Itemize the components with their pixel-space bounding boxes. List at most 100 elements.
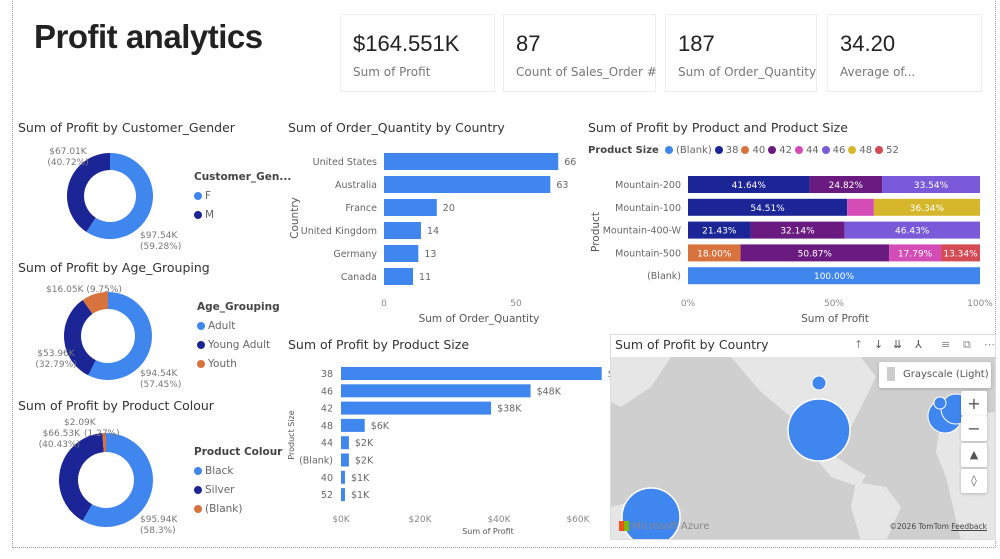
stack-segment-44[interactable] (847, 198, 874, 216)
kpi-card-profit[interactable]: $164.551K Sum of Profit (340, 14, 495, 92)
kpi-label: Sum of Order_Quantity (678, 65, 817, 79)
kpi-card-quantity[interactable]: 187 Sum of Order_Quantity (665, 14, 817, 92)
more-options-icon[interactable]: ⋯ (984, 338, 995, 351)
stack-segment-42[interactable] (750, 221, 845, 239)
stack-segment-38[interactable] (688, 221, 751, 239)
stack-segment-42[interactable] (740, 244, 890, 262)
legend-item-m[interactable]: M (194, 206, 291, 225)
legend-label: 40 (752, 145, 766, 156)
donut-slice-silver[interactable] (59, 433, 104, 521)
zoom-out-button[interactable]: − (961, 416, 987, 441)
data-label: $2K (355, 438, 374, 449)
bar-48[interactable] (341, 418, 365, 432)
stack-segment-38[interactable] (688, 198, 848, 216)
data-label: $1K (351, 490, 370, 501)
bar-france[interactable] (384, 199, 437, 216)
kpi-card-orders[interactable]: 87 Count of Sales_Order # (503, 14, 657, 92)
filter-icon[interactable]: ≡ (941, 338, 951, 351)
bar-unitedkingdom[interactable] (384, 222, 421, 239)
legend-item-black[interactable]: Black (194, 462, 282, 481)
donut-slice-adult[interactable] (88, 292, 153, 380)
donut-slice-m[interactable] (67, 153, 110, 232)
bar-unitedstates[interactable] (384, 153, 559, 170)
legend-label: 38 (725, 145, 739, 156)
kpi-card-average[interactable]: 34.20 Average of... (827, 14, 982, 92)
bar-46[interactable] (341, 384, 531, 398)
stack-segment-46[interactable] (882, 176, 980, 193)
segment-label: 54.51% (750, 204, 785, 214)
bar-germany[interactable] (384, 245, 419, 262)
segment-label: 46.43% (895, 227, 930, 237)
bubble-united-kingdom[interactable] (933, 396, 947, 410)
bar-44[interactable] (341, 436, 349, 450)
legend-item-size-38[interactable]: 38 (712, 145, 739, 156)
legend-label: Young Adult (208, 339, 271, 351)
legend-item-adult[interactable]: Adult (197, 317, 280, 336)
x-tick-label: 0 (381, 299, 387, 309)
segment-label: 100.00% (814, 272, 854, 282)
bubble-united-states[interactable] (787, 398, 851, 462)
category-label: Mountain-100 (615, 203, 681, 214)
sort-up-icon[interactable]: ↑ (854, 338, 864, 351)
bar-42[interactable] (341, 401, 492, 415)
legend-item-young-adult[interactable]: Young Adult (197, 336, 280, 355)
legend-label: 52 (886, 145, 899, 156)
legend-item-size-44[interactable]: 44 (792, 145, 819, 156)
legend-label: F (205, 190, 212, 202)
compass-icon[interactable]: ◊ (961, 469, 987, 493)
bar-52[interactable] (341, 488, 345, 502)
legend-dot (194, 486, 202, 494)
bar-40[interactable] (341, 470, 345, 484)
legend-item-youth[interactable]: Youth (197, 355, 280, 374)
kpi-value: 34.20 (840, 31, 896, 56)
donut-slice-youth[interactable] (82, 292, 108, 314)
stack-segment-40[interactable] (688, 244, 741, 262)
sort-down-icon[interactable]: ↓ (874, 338, 884, 351)
focus-mode-icon[interactable]: ⧉ (963, 338, 971, 351)
feedback-link[interactable]: Feedback (951, 522, 987, 531)
legend-dot (848, 146, 857, 154)
bar-38[interactable] (341, 367, 602, 380)
data-label: $1K (351, 473, 370, 484)
bar-blank[interactable] (341, 453, 349, 467)
donut-slice-youngadult[interactable] (64, 300, 96, 376)
legend-item-size-52[interactable]: 52 (872, 145, 899, 156)
expand-all-icon[interactable]: ⇊ (893, 338, 903, 351)
age-legend: Age_Grouping Adult Young Adult Youth (197, 298, 280, 374)
tilt-icon[interactable]: ▲ (961, 443, 987, 467)
donut-slice-black[interactable] (82, 433, 153, 527)
legend-label: (Blank) (205, 503, 243, 515)
stack-segment-48[interactable] (873, 198, 980, 216)
donut-slice-f[interactable] (86, 153, 153, 239)
bubble-canada[interactable] (811, 375, 827, 391)
zoom-in-button[interactable]: + (961, 391, 987, 416)
donut-slice-blank[interactable] (102, 433, 106, 453)
map-style-picker[interactable]: Grayscale (Light) (879, 362, 991, 388)
stack-segment-44[interactable] (889, 244, 942, 262)
bar-australia[interactable] (384, 176, 551, 193)
data-label: $2.09K (64, 418, 97, 428)
legend-item-silver[interactable]: Silver (194, 481, 282, 500)
y-axis-title: Product Size (287, 410, 296, 459)
legend-dot (194, 467, 202, 475)
stack-segment-42[interactable] (809, 176, 883, 193)
legend-item-blank[interactable]: (Blank) (194, 500, 282, 519)
legend-dot (197, 341, 205, 349)
bar-canada[interactable] (384, 268, 414, 285)
legend-item-size-blank[interactable]: (Blank) (662, 145, 712, 156)
bubble-australia[interactable] (621, 487, 681, 540)
category-label: Mountain-500 (615, 248, 681, 259)
legend-item-size-42[interactable]: 42 (765, 145, 792, 156)
size-chart-title: Sum of Profit by Product Size (288, 337, 470, 352)
map-visual[interactable]: Sum of Profit by Country ↑ ↓ ⇊ ⅄ ≡ ⧉ ⋯ M… (610, 334, 996, 540)
legend-item-size-46[interactable]: 46 (819, 145, 846, 156)
stack-segment-52[interactable] (941, 244, 980, 262)
legend-item-size-40[interactable]: 40 (738, 145, 765, 156)
stack-segment-(Blank)[interactable] (688, 267, 980, 285)
stack-segment-38[interactable] (688, 176, 810, 193)
legend-label: 46 (832, 145, 846, 156)
legend-item-size-48[interactable]: 48 (845, 145, 872, 156)
stack-segment-46[interactable] (844, 221, 980, 239)
drill-icon[interactable]: ⅄ (915, 338, 922, 351)
legend-item-f[interactable]: F (194, 187, 291, 206)
